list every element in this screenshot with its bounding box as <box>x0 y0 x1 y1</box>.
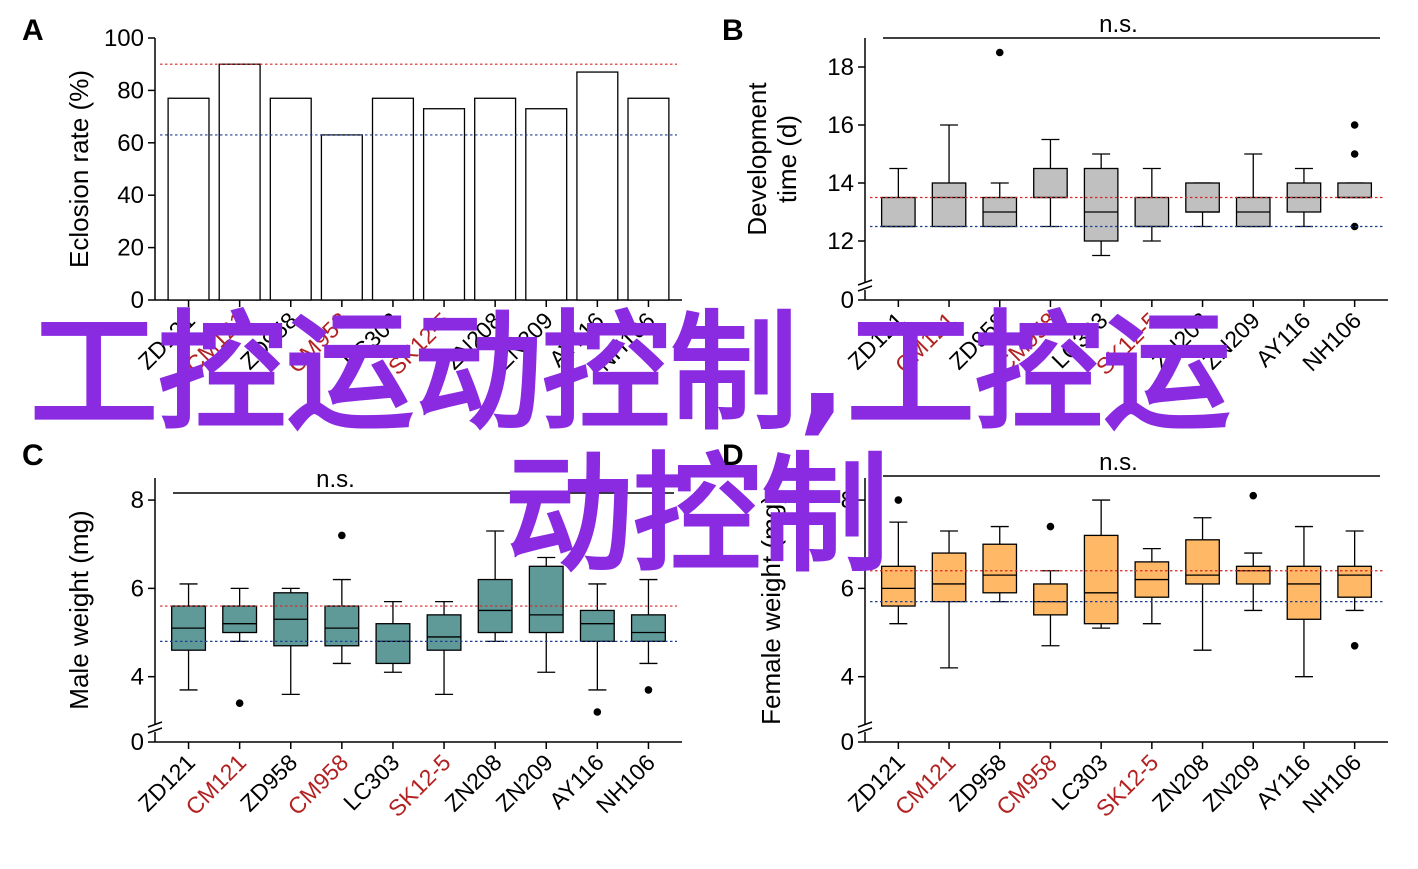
box <box>1134 196 1170 228</box>
box <box>931 552 967 603</box>
x-tick-label: NH106 <box>591 307 660 376</box>
outlier-point <box>995 48 1004 57</box>
y-tick-label: 0 <box>131 287 144 314</box>
y-tick-label: 40 <box>117 182 144 209</box>
y-tick-label: 0 <box>841 729 854 756</box>
y-tick-label: 0 <box>841 287 854 314</box>
axis-break-mark <box>857 279 873 292</box>
x-tick-label: NH106 <box>1297 749 1366 818</box>
box <box>528 565 564 634</box>
x-tick-label: ZN209 <box>491 749 558 816</box>
box <box>1033 167 1068 199</box>
significance-label: n.s. <box>1099 449 1138 476</box>
x-tick-label: ZN208 <box>1147 749 1214 816</box>
bar <box>269 97 312 301</box>
box <box>222 605 258 634</box>
box <box>880 565 916 607</box>
x-tick-label: NH106 <box>1297 307 1366 376</box>
box <box>1286 565 1322 620</box>
box <box>375 623 411 665</box>
y-tick-label: 12 <box>827 228 854 255</box>
x-tick-label: ZN209 <box>1198 307 1265 374</box>
outlier-point <box>338 531 346 540</box>
y-axis-label-line: time (d) <box>772 115 802 203</box>
box <box>931 182 967 228</box>
y-tick-label: 16 <box>827 112 854 139</box>
bar <box>576 71 619 301</box>
y-tick-label: 80 <box>117 77 144 104</box>
y-tick-label: 20 <box>117 235 144 262</box>
box <box>1337 565 1373 598</box>
axis-break-mark <box>857 721 873 734</box>
x-tick-label: ZN208 <box>439 749 506 816</box>
outlier-point <box>894 496 903 504</box>
outlier-point <box>1350 222 1359 231</box>
y-tick-label: 8 <box>131 487 144 514</box>
x-tick-label: ZN209 <box>1198 749 1265 816</box>
box <box>630 614 666 643</box>
y-tick-label: 0 <box>131 729 144 756</box>
y-tick-label: 60 <box>117 130 144 157</box>
box <box>1033 583 1068 616</box>
y-axis-label: Eclosion rate (%) <box>64 70 94 268</box>
y-tick-label: 6 <box>131 575 144 602</box>
y-tick-label: 18 <box>827 54 854 81</box>
outlier-point <box>1350 150 1359 158</box>
box <box>1083 534 1119 625</box>
box <box>579 609 615 643</box>
box <box>880 196 916 228</box>
box <box>324 605 360 647</box>
bar <box>218 63 261 301</box>
significance-label: n.s. <box>1099 11 1138 38</box>
outlier-point <box>644 686 653 694</box>
panel-label-c: C <box>22 439 44 472</box>
bar <box>167 97 210 301</box>
panel-label-a: A <box>22 14 44 47</box>
box <box>1083 167 1119 242</box>
y-tick-label: 14 <box>827 170 854 197</box>
outlier-point <box>1350 641 1359 650</box>
y-tick-label: 4 <box>841 664 854 691</box>
bar <box>422 108 466 301</box>
x-tick-label: ZN209 <box>491 307 558 374</box>
bar <box>320 134 363 301</box>
bar <box>371 97 415 301</box>
x-tick-label: ZN208 <box>439 307 506 374</box>
y-tick-label: 100 <box>104 25 144 52</box>
panel-label-d: D <box>722 439 744 472</box>
outlier-point <box>1046 522 1055 531</box>
outlier-point <box>593 708 602 716</box>
panel-label-b: B <box>722 14 744 47</box>
outlier-point <box>235 699 244 707</box>
box <box>1235 565 1271 585</box>
y-axis-label-line: Development <box>742 82 772 236</box>
bar <box>474 97 517 301</box>
y-axis-label: Male weight (mg) <box>64 510 94 709</box>
y-axis-label: Female weight (mg) <box>756 495 786 725</box>
y-tick-label: 8 <box>841 487 854 514</box>
y-tick-label: 4 <box>131 664 144 691</box>
box <box>1337 182 1373 199</box>
box <box>982 543 1018 594</box>
axis-break-mark <box>147 721 163 734</box>
x-tick-label: NH106 <box>591 749 660 818</box>
bar <box>525 108 568 301</box>
box <box>1185 539 1220 585</box>
outlier-point <box>1350 121 1359 129</box>
outlier-point <box>1249 491 1258 500</box>
box <box>426 614 462 651</box>
y-tick-label: 6 <box>841 575 854 602</box>
bar <box>627 97 670 301</box>
x-tick-label: ZN208 <box>1147 307 1214 374</box>
significance-label: n.s. <box>316 466 355 493</box>
